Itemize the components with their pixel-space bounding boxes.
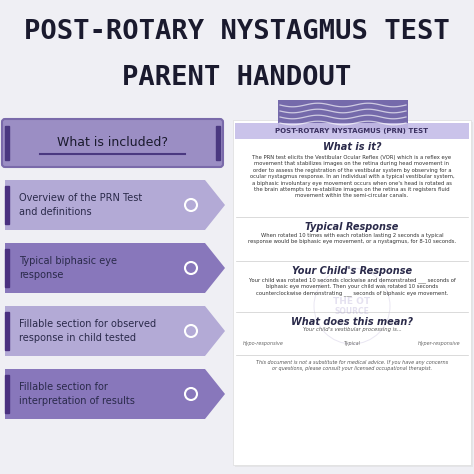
Text: Overview of the PRN Test
and definitions: Overview of the PRN Test and definitions bbox=[19, 193, 142, 217]
Text: THE OT: THE OT bbox=[333, 298, 371, 307]
Bar bbox=[216, 126, 220, 160]
Text: The PRN test elicits the Vestibular Ocular Reflex (VOR) which is a reflex eye
mo: The PRN test elicits the Vestibular Ocul… bbox=[250, 155, 454, 199]
FancyBboxPatch shape bbox=[235, 123, 469, 139]
FancyBboxPatch shape bbox=[235, 122, 473, 467]
Text: Typical biphasic eye
response: Typical biphasic eye response bbox=[19, 256, 117, 280]
Bar bbox=[5, 312, 9, 350]
Text: What is it?: What is it? bbox=[323, 142, 381, 152]
Text: Typical Response: Typical Response bbox=[305, 222, 399, 232]
Text: What is included?: What is included? bbox=[57, 137, 168, 149]
Bar bbox=[5, 126, 9, 160]
Polygon shape bbox=[5, 243, 225, 293]
FancyBboxPatch shape bbox=[278, 100, 408, 130]
Bar bbox=[5, 375, 9, 413]
Bar bbox=[5, 186, 9, 224]
Text: Fillable section for
interpretation of results: Fillable section for interpretation of r… bbox=[19, 382, 135, 406]
Polygon shape bbox=[5, 306, 225, 356]
Text: Hyper-responsive: Hyper-responsive bbox=[419, 341, 461, 346]
FancyBboxPatch shape bbox=[2, 119, 223, 167]
Text: POST-ROTARY NYSTAGMUS (PRN) TEST: POST-ROTARY NYSTAGMUS (PRN) TEST bbox=[275, 128, 428, 134]
Text: What does this mean?: What does this mean? bbox=[291, 317, 413, 327]
Text: Fillable section for observed
response in child tested: Fillable section for observed response i… bbox=[19, 319, 156, 343]
Text: Hypo-responsive: Hypo-responsive bbox=[243, 341, 284, 346]
Text: POST-ROTARY NYSTAGMUS TEST: POST-ROTARY NYSTAGMUS TEST bbox=[24, 19, 450, 45]
Polygon shape bbox=[5, 180, 225, 230]
Text: This document is not a substitute for medical advice. If you have any concerns
o: This document is not a substitute for me… bbox=[256, 360, 448, 371]
Text: Your Child's Response: Your Child's Response bbox=[292, 266, 412, 276]
Bar bbox=[5, 249, 9, 287]
FancyBboxPatch shape bbox=[233, 120, 471, 465]
Polygon shape bbox=[5, 369, 225, 419]
Text: SOURCE: SOURCE bbox=[335, 308, 369, 317]
Text: Your child was rotated 10 seconds clockwise and demonstrated ___ seconds of
biph: Your child was rotated 10 seconds clockw… bbox=[249, 277, 456, 296]
Text: PARENT HANDOUT: PARENT HANDOUT bbox=[122, 65, 352, 91]
Text: When rotated 10 times with each rotation lasting 2 seconds a typical
response wo: When rotated 10 times with each rotation… bbox=[248, 233, 456, 245]
Text: Typical: Typical bbox=[344, 341, 361, 346]
Text: Your child's vestibular processing is...: Your child's vestibular processing is... bbox=[302, 327, 401, 332]
